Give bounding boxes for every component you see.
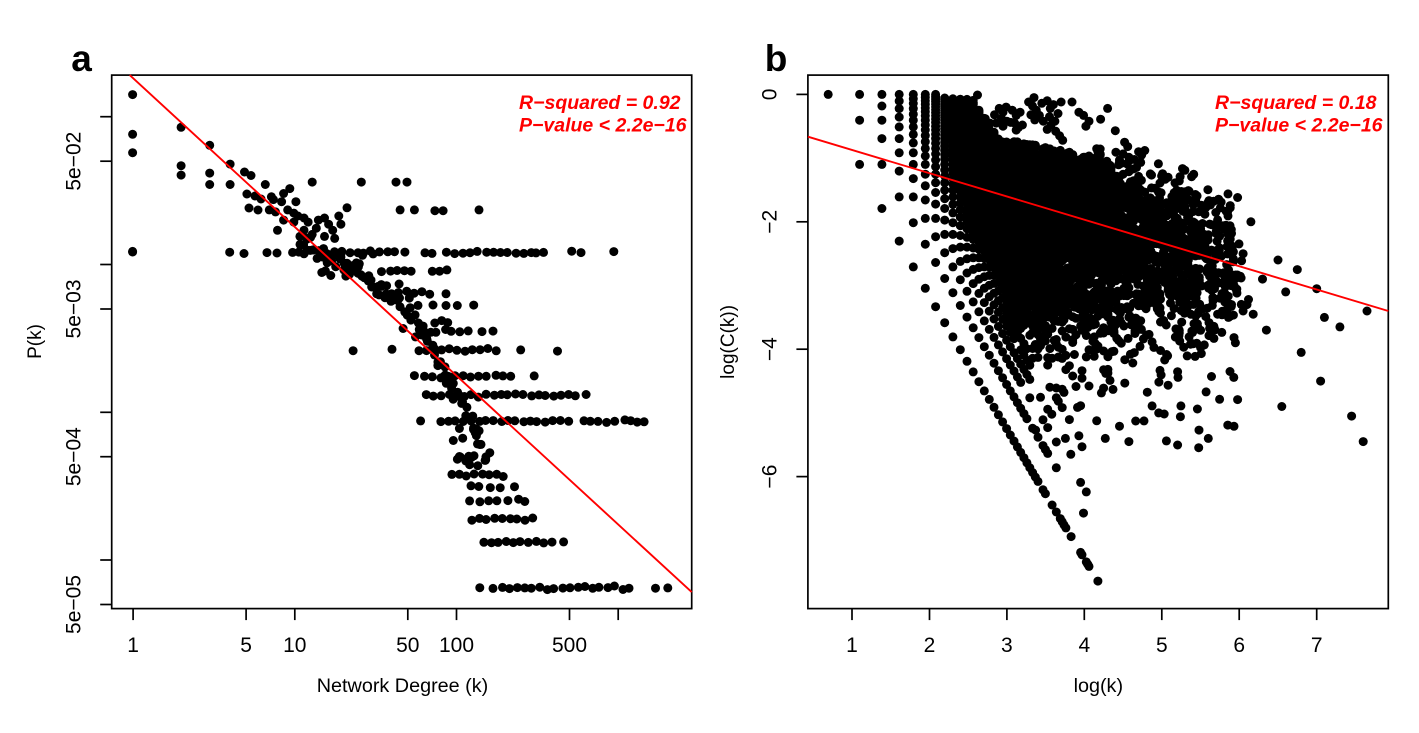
svg-text:P−value < 2.2e−16: P−value < 2.2e−16 bbox=[519, 115, 687, 137]
svg-text:1: 1 bbox=[127, 634, 139, 657]
svg-text:a: a bbox=[71, 38, 92, 79]
svg-text:0: 0 bbox=[759, 89, 782, 101]
svg-text:2: 2 bbox=[924, 634, 936, 657]
svg-text:P−value < 2.2e−16: P−value < 2.2e−16 bbox=[1215, 115, 1383, 137]
svg-text:3: 3 bbox=[1001, 634, 1013, 657]
svg-text:100: 100 bbox=[439, 634, 474, 657]
svg-text:5e−04: 5e−04 bbox=[63, 427, 86, 486]
svg-text:4: 4 bbox=[1078, 634, 1090, 657]
svg-text:5: 5 bbox=[240, 634, 252, 657]
svg-text:6: 6 bbox=[1233, 634, 1245, 657]
svg-text:R−squared = 0.92: R−squared = 0.92 bbox=[519, 92, 681, 114]
svg-text:5e−05: 5e−05 bbox=[63, 575, 86, 634]
svg-text:10: 10 bbox=[283, 634, 306, 657]
svg-text:−6: −6 bbox=[759, 465, 782, 489]
svg-text:Network Degree (k): Network Degree (k) bbox=[317, 675, 488, 697]
svg-text:−4: −4 bbox=[759, 337, 782, 361]
svg-text:5e−03: 5e−03 bbox=[63, 280, 86, 339]
svg-text:5: 5 bbox=[1156, 634, 1168, 657]
svg-text:−2: −2 bbox=[759, 210, 782, 234]
svg-text:5e−02: 5e−02 bbox=[63, 132, 86, 191]
svg-text:7: 7 bbox=[1311, 634, 1323, 657]
svg-text:50: 50 bbox=[396, 634, 419, 657]
svg-text:log(C(k)): log(C(k)) bbox=[718, 305, 739, 379]
svg-text:1: 1 bbox=[846, 634, 858, 657]
svg-text:log(k): log(k) bbox=[1074, 675, 1123, 697]
svg-text:b: b bbox=[765, 38, 788, 79]
svg-text:R−squared = 0.18: R−squared = 0.18 bbox=[1215, 92, 1377, 114]
svg-text:500: 500 bbox=[552, 634, 587, 657]
svg-text:P(k): P(k) bbox=[25, 324, 46, 359]
